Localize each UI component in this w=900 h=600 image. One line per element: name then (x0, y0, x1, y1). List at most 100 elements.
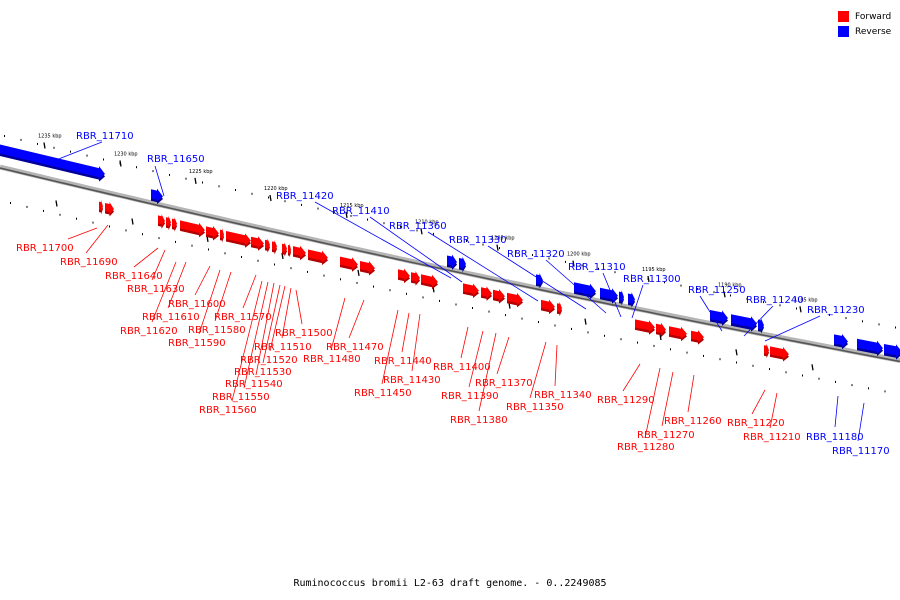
tick-dot-upper (680, 284, 682, 287)
leader-line (460, 326, 469, 359)
tick-dot-lower (422, 296, 424, 299)
tick-dot-lower (43, 209, 44, 212)
tick-dot-upper (548, 257, 550, 260)
forward-gene-arrow (360, 261, 375, 273)
tick-dot-upper (317, 207, 319, 210)
gene-label-rbr-11370: RBR_11370 (475, 378, 533, 389)
tick-dot-upper (268, 196, 269, 199)
leader-line (554, 344, 558, 387)
leader-line (661, 371, 674, 427)
gene-label-rbr-11170: RBR_11170 (832, 446, 890, 457)
gene-label-rbr-11350: RBR_11350 (506, 402, 564, 413)
forward-gene-arrow (541, 299, 555, 312)
leader-line (631, 284, 644, 319)
tick-dot-upper (746, 297, 748, 300)
gene-label-rbr-11340: RBR_11340 (534, 390, 592, 401)
tick-dot-lower (142, 233, 143, 236)
tick-dot-lower (587, 331, 589, 334)
gene-label-rbr-11550: RBR_11550 (212, 392, 270, 403)
tick-dot-lower (802, 374, 803, 377)
gene-label-rbr-11540: RBR_11540 (225, 379, 283, 390)
leader-line (496, 336, 510, 375)
tick-dot-lower (538, 321, 539, 323)
leader-line (411, 313, 421, 372)
leader-line (468, 330, 484, 388)
tick-dot-upper (565, 260, 566, 263)
gene-label-rbr-11620: RBR_11620 (120, 326, 178, 337)
tick-dot-upper (416, 229, 418, 232)
tick-dot-lower (389, 289, 391, 292)
gene-label-rbr-11250: RBR_11250 (688, 285, 746, 296)
tick-dot-upper (763, 301, 764, 304)
tick-dot-upper (185, 177, 187, 180)
kbp-tick-label: 1215 kbp (340, 203, 364, 209)
leader-line (529, 341, 547, 399)
gene-label-rbr-11270: RBR_11270 (637, 430, 695, 441)
tick-dot-lower (26, 205, 28, 208)
tick-dot-upper (136, 166, 137, 169)
tick-dot-lower (719, 358, 721, 361)
legend-forward: Forward (838, 9, 891, 24)
tick-dot-lower (505, 314, 506, 317)
gene-label-rbr-11420: RBR_11420 (276, 191, 334, 202)
leader-line (743, 305, 774, 337)
tick-dot-lower (323, 274, 325, 277)
reverse-gene-arrow (834, 333, 848, 347)
gene-label-rbr-11630: RBR_11630 (127, 284, 185, 295)
tick-dot-lower (488, 310, 490, 313)
gene-label-rbr-11440: RBR_11440 (374, 356, 432, 367)
tick-dot-upper (713, 291, 715, 294)
gene-label-rbr-11400: RBR_11400 (433, 362, 491, 373)
tick-dot-upper (202, 181, 203, 184)
major-ticks: 1235 kbp 1230 kbp 1225 kbp 1220 kbp 1215 kbp… (38, 134, 818, 371)
leader-line (699, 295, 723, 332)
major-tick-lower (131, 218, 134, 225)
leader-line (295, 289, 303, 325)
major-tick-upper (345, 211, 348, 219)
leader-line (602, 272, 622, 318)
major-tick-upper (43, 142, 46, 149)
forward-gene-arrow (293, 245, 306, 258)
tick-dot-lower (472, 307, 473, 309)
tick-dot-lower (686, 351, 688, 354)
tick-dot-lower (125, 229, 127, 232)
gene-label-rbr-11210: RBR_11210 (743, 432, 801, 443)
leader-line (427, 231, 539, 302)
tick-dot-lower (670, 348, 671, 351)
forward-gene-arrow (180, 220, 205, 235)
tick-dot-lower (835, 380, 836, 383)
forward-gene-arrow (557, 301, 562, 314)
gene-label-rbr-11560: RBR_11560 (199, 405, 257, 416)
reverse-gene-arrow (459, 256, 466, 270)
tick-dot-lower (851, 384, 853, 387)
tick-dot-lower (109, 225, 110, 228)
gene-label-rbr-11380: RBR_11380 (450, 415, 508, 426)
tick-dot-upper (334, 211, 335, 214)
genome-caption: Ruminococcus bromii L2-63 draft genome. … (293, 578, 607, 589)
tick-dot-lower (554, 324, 556, 327)
major-tick-upper (799, 306, 802, 313)
forward-gene-arrow (206, 226, 219, 238)
major-tick-upper (194, 177, 197, 185)
tick-dot-lower (604, 334, 605, 337)
leader-line (198, 269, 221, 335)
tick-dot-lower (208, 248, 209, 251)
tick-dot-lower (868, 387, 869, 390)
leader-line (369, 216, 463, 283)
tick-dot-upper (367, 218, 368, 221)
major-tick-lower (55, 200, 58, 207)
tick-dot-upper (235, 189, 236, 191)
leader-line (243, 281, 269, 389)
gene-label-rbr-11710: RBR_11710 (76, 131, 134, 142)
leader-line (281, 287, 292, 339)
tick-dot-upper (664, 281, 665, 284)
forward-gene-arrow (272, 240, 277, 252)
tick-dot-lower (521, 317, 523, 320)
leader-line (622, 363, 641, 392)
tick-dot-lower (290, 267, 292, 270)
tick-dot-upper (449, 236, 451, 239)
tick-dot-lower (10, 202, 11, 204)
axis-shadow (0, 164, 900, 363)
major-tick-upper (647, 275, 650, 283)
tick-dot-upper (86, 154, 88, 157)
